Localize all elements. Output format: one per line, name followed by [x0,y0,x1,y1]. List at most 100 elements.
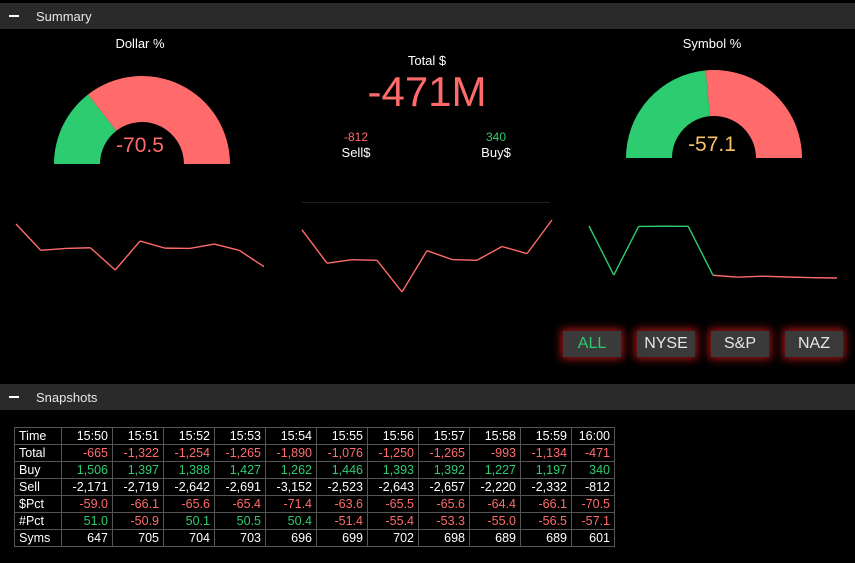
table-cell: 696 [265,529,317,547]
dollar-sparkline-segment [139,240,165,249]
total-sparkline-segment [451,258,478,261]
symbol-sparkline-segment [712,274,738,278]
dollar-gauge-red-segment [88,76,230,164]
table-cell: 15:56 [367,427,419,445]
table-cell: 15:51 [112,427,164,445]
table-cell: -3,152 [265,478,317,496]
symbol-gauge-title: Symbol % [682,36,742,51]
table-cell: 15:52 [163,427,215,445]
table-cell: 15:55 [316,427,368,445]
symbol-sparkline-segment [687,225,714,276]
snapshots-collapse-button[interactable] [4,384,24,410]
row-label: $Pct [14,495,62,513]
sell-label: Sell$ [341,145,371,160]
table-cell: -2,642 [163,478,215,496]
table-cell: -55.4 [367,512,419,530]
symbol-sparkline-segment [588,225,615,276]
dollar-gauge-green-segment [54,94,117,164]
table-cell: 647 [61,529,113,547]
table-cell: 704 [163,529,215,547]
table-cell: 601 [571,529,615,547]
dollar-sparkline-segment [214,243,240,252]
row-label: Buy [14,461,62,479]
table-cell: 50.4 [265,512,317,530]
table-cell: 1,393 [367,461,419,479]
table-cell: -2,523 [316,478,368,496]
table-cell: -1,265 [418,444,470,462]
table-cell: -64.4 [469,495,521,513]
snapshots-table: Time 15:50 15:51 15:52 15:53 15:54 15:55 15:56 1… [14,427,615,547]
summary-collapse-button[interactable] [4,3,24,29]
table-row: Buy 1,506 1,397 1,388 1,427 1,262 1,446 1,393 1,… [14,461,615,479]
dollar-sparkline-segment [189,243,215,250]
table-cell: 1,392 [418,461,470,479]
table-cell: -63.6 [316,495,368,513]
table-cell: -66.1 [520,495,572,513]
symbol-sparkline [588,225,838,279]
table-cell: 703 [214,529,266,547]
table-cell: 15:59 [520,427,572,445]
table-cell: -51.4 [316,512,368,530]
table-cell: 1,427 [214,461,266,479]
row-label: Time [14,427,62,445]
symbol-sparkline-segment [737,275,763,278]
symbol-sparkline-segment [613,226,640,276]
total-label: Total $ [407,53,447,68]
table-row: Time 15:50 15:51 15:52 15:53 15:54 15:55 15:56 1… [14,427,615,445]
total-value: -471M [367,68,487,115]
table-row: $Pct -59.0 -66.1 -65.6 -65.4 -71.4 -63.6 -65.5-… [14,495,615,513]
table-cell: 15:57 [418,427,470,445]
table-cell: 698 [418,529,470,547]
table-row: #Pct 51.0 -50.9 50.1 50.5 50.4 -51.4 -55.4 -53.3… [14,512,615,530]
filter-all-button[interactable]: ALL [563,331,621,357]
table-cell: 1,388 [163,461,215,479]
total-sparkline-segment [526,219,553,255]
table-cell: -993 [469,444,521,462]
symbol-sparkline-segment [762,275,788,278]
table-cell: 1,262 [265,461,317,479]
row-label: Syms [14,529,62,547]
total-sparkline-segment [426,250,453,261]
total-sparkline-segment [326,259,353,264]
total-sparkline-segment [376,259,403,293]
table-row: Sell -2,171 -2,719 -2,642 -2,691 -3,152 -2,523… [14,478,615,496]
table-cell: -53.3 [418,512,470,530]
dollar-gauge [54,76,230,164]
symbol-gauge-value: -57.1 [688,133,736,156]
table-cell: 15:54 [265,427,317,445]
filter-naz-button[interactable]: NAZ [785,331,843,357]
table-cell: -1,254 [163,444,215,462]
snapshots-title: Snapshots [36,389,98,405]
table-cell: 51.0 [61,512,113,530]
table-cell: -2,171 [61,478,113,496]
table-cell: -1,890 [265,444,317,462]
table-cell: 705 [112,529,164,547]
filter-nyse-button[interactable]: NYSE [637,331,695,357]
dollar-gauge-value: -70.5 [116,134,164,157]
table-cell: -2,657 [418,478,470,496]
dollar-sparkline-segment [89,247,116,271]
table-cell: -70.5 [571,495,615,513]
row-label: #Pct [14,512,62,530]
table-cell: 15:53 [214,427,266,445]
table-cell: -2,220 [469,478,521,496]
table-cell: 1,227 [469,461,521,479]
dollar-sparkline [15,223,265,271]
dollar-sparkline-segment [40,247,66,252]
table-cell: -2,719 [112,478,164,496]
table-cell: -2,691 [214,478,266,496]
table-cell: 340 [571,461,615,479]
filter-sp-button[interactable]: S&P [711,331,769,357]
table-cell: 1,197 [520,461,572,479]
table-cell: 689 [520,529,572,547]
table-cell: -1,322 [112,444,164,462]
table-cell: -66.1 [112,495,164,513]
table-cell: 1,397 [112,461,164,479]
table-cell: -65.4 [214,495,266,513]
table-cell: 1,506 [61,461,113,479]
table-cell: -57.1 [571,512,615,530]
table-cell: -56.5 [520,512,572,530]
symbol-sparkline-segment [787,276,813,279]
buy-label: Buy$ [481,145,511,160]
table-cell: -50.9 [112,512,164,530]
